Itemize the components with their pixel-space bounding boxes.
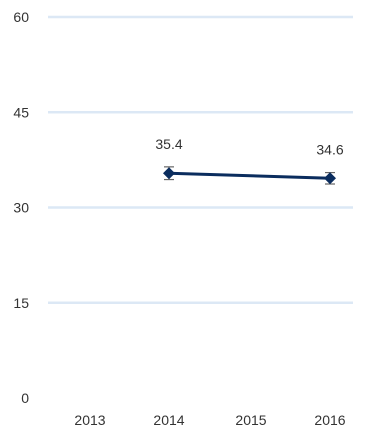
series-line <box>168 171 331 180</box>
plot-area: 35.4 34.6 <box>155 136 344 185</box>
gridlines <box>48 15 353 304</box>
x-axis-tick-labels: 2013 2014 2015 2016 <box>74 412 345 428</box>
y-tick-label: 0 <box>21 390 29 406</box>
data-point-marker <box>324 172 336 185</box>
y-axis-tick-labels: 0 15 30 45 60 <box>13 9 29 406</box>
x-tick-label: 2015 <box>235 412 266 428</box>
x-tick-label: 2016 <box>314 412 345 428</box>
y-tick-label: 30 <box>13 200 29 216</box>
data-label: 34.6 <box>316 141 343 157</box>
y-tick-label: 15 <box>13 295 29 311</box>
data-point-marker <box>163 167 175 180</box>
y-tick-label: 45 <box>13 104 29 120</box>
x-tick-label: 2014 <box>153 412 184 428</box>
data-label: 35.4 <box>155 136 182 152</box>
x-tick-label: 2013 <box>74 412 105 428</box>
y-tick-label: 60 <box>13 9 29 25</box>
